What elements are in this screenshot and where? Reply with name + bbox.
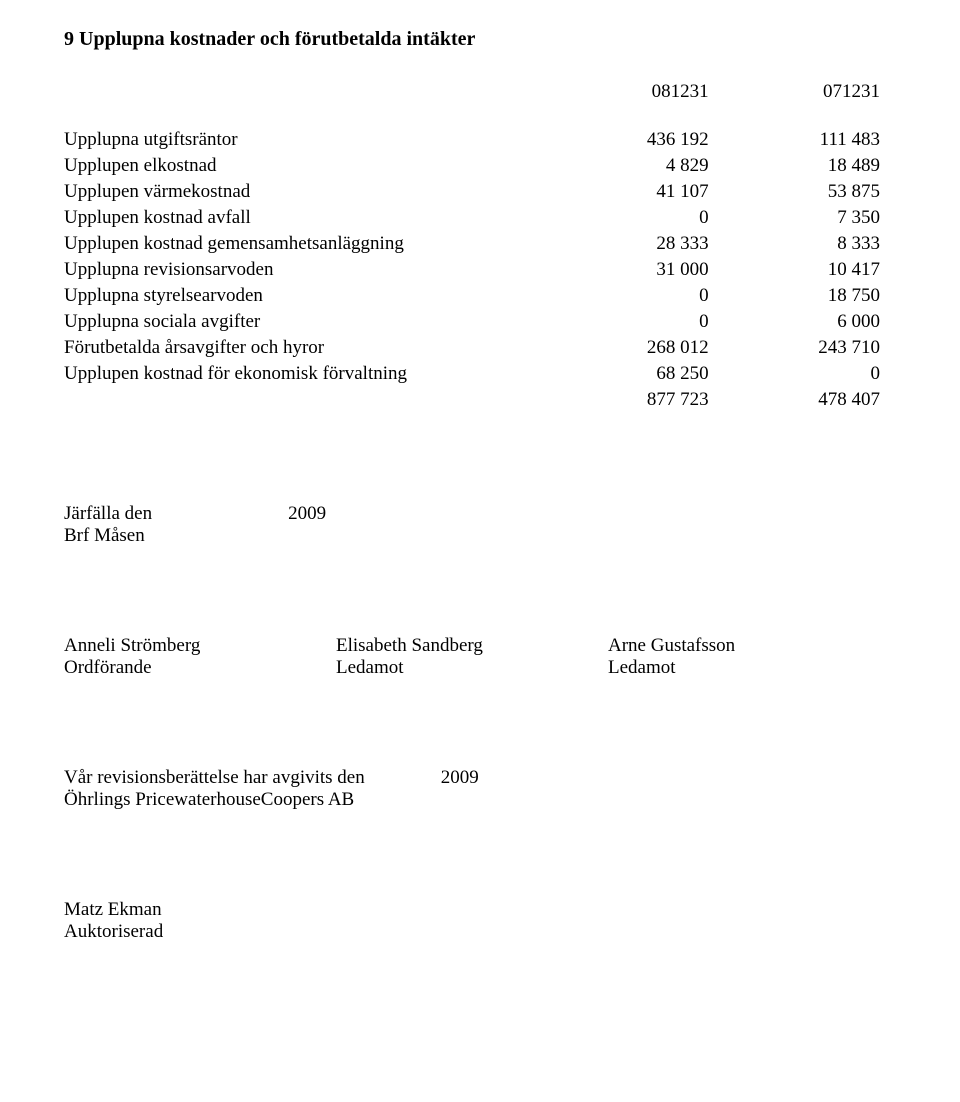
row-label: Upplupen kostnad gemensamhetsanläggning <box>64 231 537 257</box>
auditor-title: Auktoriserad <box>64 921 880 943</box>
row-label: Upplupen elkostnad <box>64 153 537 179</box>
auditor-name: Matz Ekman <box>64 899 880 921</box>
revision-year: 2009 <box>441 767 479 789</box>
row-label: Upplupen värmekostnad <box>64 179 537 205</box>
signature-year: 2009 <box>288 503 326 525</box>
signature-block: Järfälla den 2009 Brf Måsen Anneli Ström… <box>64 503 880 679</box>
financial-table: 081231 071231 Upplupna utgiftsräntor 436… <box>64 79 880 413</box>
row-c1: 41 107 <box>537 179 708 205</box>
table-header-row: 081231 071231 <box>64 79 880 105</box>
row-label: Upplupna styrelsearvoden <box>64 283 537 309</box>
row-c1: 28 333 <box>537 231 708 257</box>
header-blank <box>64 79 537 105</box>
row-c2: 10 417 <box>709 257 880 283</box>
signer-role: Ordförande <box>64 657 336 679</box>
table-row: Upplupen kostnad för ekonomisk förvaltni… <box>64 361 880 387</box>
table-row: Upplupen kostnad avfall 0 7 350 <box>64 205 880 231</box>
total-blank <box>64 387 537 413</box>
table-row: Upplupna sociala avgifter 0 6 000 <box>64 309 880 335</box>
revision-firm: Öhrlings PricewaterhouseCoopers AB <box>64 789 880 811</box>
row-c2: 6 000 <box>709 309 880 335</box>
signer-role: Ledamot <box>608 657 880 679</box>
table-row: Upplupen kostnad gemensamhetsanläggning … <box>64 231 880 257</box>
table-row: Upplupna utgiftsräntor 436 192 111 483 <box>64 127 880 153</box>
total-row: 877 723 478 407 <box>64 387 880 413</box>
total-c1: 877 723 <box>537 387 708 413</box>
signer-name: Arne Gustafsson <box>608 635 880 657</box>
signer-col: Elisabeth Sandberg Ledamot <box>336 635 608 679</box>
signers-row: Anneli Strömberg Ordförande Elisabeth Sa… <box>64 635 880 679</box>
signer-name: Elisabeth Sandberg <box>336 635 608 657</box>
row-c1: 0 <box>537 205 708 231</box>
signature-place: Järfälla den <box>64 503 152 525</box>
col-header-1: 081231 <box>537 79 708 105</box>
row-c2: 0 <box>709 361 880 387</box>
row-c1: 68 250 <box>537 361 708 387</box>
row-c2: 18 489 <box>709 153 880 179</box>
signature-date-row: Järfälla den 2009 <box>64 503 880 525</box>
revision-text: Vår revisionsberättelse har avgivits den <box>64 767 365 789</box>
row-c1: 436 192 <box>537 127 708 153</box>
section-title: 9 Upplupna kostnader och förutbetalda in… <box>64 28 880 51</box>
row-c2: 243 710 <box>709 335 880 361</box>
row-label: Förutbetalda årsavgifter och hyror <box>64 335 537 361</box>
row-c2: 111 483 <box>709 127 880 153</box>
row-c1: 4 829 <box>537 153 708 179</box>
row-c2: 7 350 <box>709 205 880 231</box>
col-header-2: 071231 <box>709 79 880 105</box>
table-row: Förutbetalda årsavgifter och hyror 268 0… <box>64 335 880 361</box>
total-c2: 478 407 <box>709 387 880 413</box>
signer-name: Anneli Strömberg <box>64 635 336 657</box>
table-row: Upplupna revisionsarvoden 31 000 10 417 <box>64 257 880 283</box>
row-label: Upplupen kostnad för ekonomisk förvaltni… <box>64 361 537 387</box>
row-c1: 0 <box>537 309 708 335</box>
revision-date-row: Vår revisionsberättelse har avgivits den… <box>64 767 880 789</box>
signer-col: Anneli Strömberg Ordförande <box>64 635 336 679</box>
auditor-block: Matz Ekman Auktoriserad <box>64 899 880 943</box>
row-c2: 53 875 <box>709 179 880 205</box>
row-c1: 268 012 <box>537 335 708 361</box>
spacer-row <box>64 105 880 127</box>
table-row: Upplupen värmekostnad 41 107 53 875 <box>64 179 880 205</box>
signer-col: Arne Gustafsson Ledamot <box>608 635 880 679</box>
signature-org: Brf Måsen <box>64 525 880 547</box>
page: 9 Upplupna kostnader och förutbetalda in… <box>0 0 960 1102</box>
row-label: Upplupen kostnad avfall <box>64 205 537 231</box>
table-row: Upplupna styrelsearvoden 0 18 750 <box>64 283 880 309</box>
row-c2: 18 750 <box>709 283 880 309</box>
row-label: Upplupna revisionsarvoden <box>64 257 537 283</box>
row-c1: 0 <box>537 283 708 309</box>
table-row: Upplupen elkostnad 4 829 18 489 <box>64 153 880 179</box>
signer-role: Ledamot <box>336 657 608 679</box>
row-c1: 31 000 <box>537 257 708 283</box>
row-c2: 8 333 <box>709 231 880 257</box>
row-label: Upplupna utgiftsräntor <box>64 127 537 153</box>
revision-block: Vår revisionsberättelse har avgivits den… <box>64 767 880 811</box>
row-label: Upplupna sociala avgifter <box>64 309 537 335</box>
